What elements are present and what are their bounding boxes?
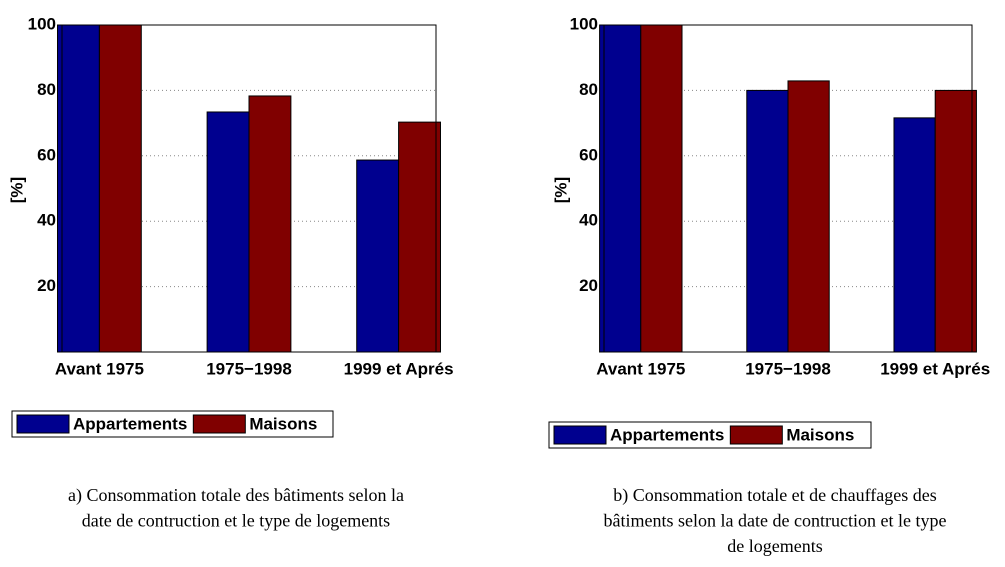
bar xyxy=(787,80,830,353)
bar xyxy=(206,111,250,353)
caption: bâtiments selon la date de contruction e… xyxy=(604,511,947,531)
axes-frame xyxy=(603,24,973,353)
y-tick-label: 20 xyxy=(579,276,598,295)
bar xyxy=(398,121,441,353)
axes-frame xyxy=(61,24,437,353)
y-tick-label: 60 xyxy=(37,145,56,164)
caption: de logements xyxy=(727,536,822,556)
bar xyxy=(599,24,642,353)
legend-label: Maisons xyxy=(786,425,854,444)
bar xyxy=(356,159,400,353)
y-tick-label: 80 xyxy=(579,80,598,99)
legend-swatch xyxy=(192,414,246,434)
bar xyxy=(98,24,142,353)
y-tick-label: 40 xyxy=(37,211,56,230)
legend-label: Maisons xyxy=(249,414,317,433)
bar xyxy=(893,117,936,353)
y-tick-label: 20 xyxy=(37,276,56,295)
x-tick-label: 1999 et Aprés xyxy=(880,359,990,378)
bar xyxy=(57,24,100,353)
y-tick-label: 40 xyxy=(579,211,598,230)
x-tick-label: 1975−1998 xyxy=(206,359,292,378)
bar xyxy=(248,95,292,353)
y-axis-label: [%] xyxy=(551,177,570,203)
y-tick-label: 60 xyxy=(579,145,598,164)
legend-label: Appartements xyxy=(610,425,724,444)
bar xyxy=(746,89,789,353)
caption: b) Consommation totale et de chauffages … xyxy=(613,485,937,506)
legend-swatch xyxy=(553,425,607,445)
x-tick-label: 1975−1998 xyxy=(745,359,831,378)
legend-label: Appartements xyxy=(73,414,187,433)
y-tick-label: 100 xyxy=(28,14,56,33)
y-axis-label: [%] xyxy=(7,177,26,203)
caption: a) Consommation totale des bâtiments sel… xyxy=(68,485,404,506)
bar xyxy=(640,24,683,353)
x-tick-label: Avant 1975 xyxy=(55,359,144,378)
legend-swatch xyxy=(16,414,70,434)
y-tick-label: 80 xyxy=(37,80,56,99)
y-tick-label: 100 xyxy=(570,14,598,33)
x-tick-label: 1999 et Aprés xyxy=(344,359,454,378)
bar xyxy=(934,89,977,353)
legend-swatch xyxy=(729,425,783,445)
caption: date de contruction et le type de logeme… xyxy=(82,511,390,531)
x-tick-label: Avant 1975 xyxy=(596,359,685,378)
